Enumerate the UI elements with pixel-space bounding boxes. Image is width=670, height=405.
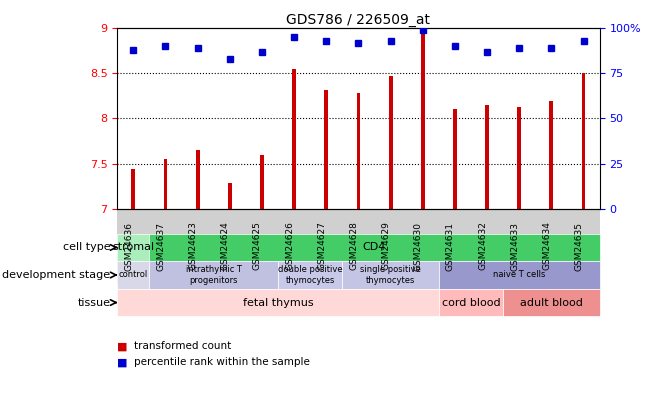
Text: GSM24630: GSM24630 (414, 222, 423, 271)
Bar (356, 93, 360, 209)
Bar (549, 101, 553, 209)
Bar (582, 72, 586, 209)
Bar (453, 109, 457, 209)
Text: GSM24637: GSM24637 (157, 222, 165, 271)
Text: GSM24628: GSM24628 (350, 222, 358, 271)
Text: GSM24634: GSM24634 (543, 222, 551, 271)
Bar (131, 169, 135, 209)
Text: fetal thymus: fetal thymus (243, 298, 314, 307)
Text: development stage: development stage (3, 270, 111, 280)
Text: stromal: stromal (113, 243, 154, 252)
Bar (421, 31, 425, 209)
Text: control: control (119, 271, 148, 279)
Title: GDS786 / 226509_at: GDS786 / 226509_at (287, 13, 430, 27)
Bar (389, 76, 393, 209)
Text: intrathymic T
progenitors: intrathymic T progenitors (186, 265, 242, 285)
Bar (324, 90, 328, 209)
Bar (485, 105, 489, 209)
Text: double positive
thymocytes: double positive thymocytes (278, 265, 342, 285)
Text: naive T cells: naive T cells (493, 271, 545, 279)
Text: GSM24636: GSM24636 (125, 222, 133, 271)
Text: percentile rank within the sample: percentile rank within the sample (134, 358, 310, 367)
Text: cord blood: cord blood (442, 298, 500, 307)
Text: CD4: CD4 (363, 243, 386, 252)
Text: ■: ■ (117, 358, 128, 367)
Text: tissue: tissue (78, 298, 111, 307)
Text: adult blood: adult blood (520, 298, 583, 307)
Text: GSM24635: GSM24635 (575, 222, 584, 271)
Text: GSM24632: GSM24632 (478, 222, 487, 271)
Text: ■: ■ (117, 341, 128, 351)
Text: GSM24633: GSM24633 (511, 222, 519, 271)
Bar (292, 69, 296, 209)
Text: GSM24625: GSM24625 (253, 222, 262, 271)
Text: GSM24631: GSM24631 (446, 222, 455, 271)
Bar (517, 107, 521, 209)
Text: GSM24627: GSM24627 (318, 222, 326, 271)
Text: transformed count: transformed count (134, 341, 231, 351)
Text: GSM24623: GSM24623 (189, 222, 198, 271)
Text: GSM24624: GSM24624 (221, 222, 230, 271)
Text: GSM24626: GSM24626 (285, 222, 294, 271)
Bar (228, 183, 232, 209)
Bar (196, 150, 200, 209)
Bar (163, 159, 168, 209)
Text: cell type: cell type (63, 243, 111, 252)
Text: GSM24629: GSM24629 (382, 222, 391, 271)
Text: single positive
thymocytes: single positive thymocytes (360, 265, 421, 285)
Bar (260, 155, 264, 209)
